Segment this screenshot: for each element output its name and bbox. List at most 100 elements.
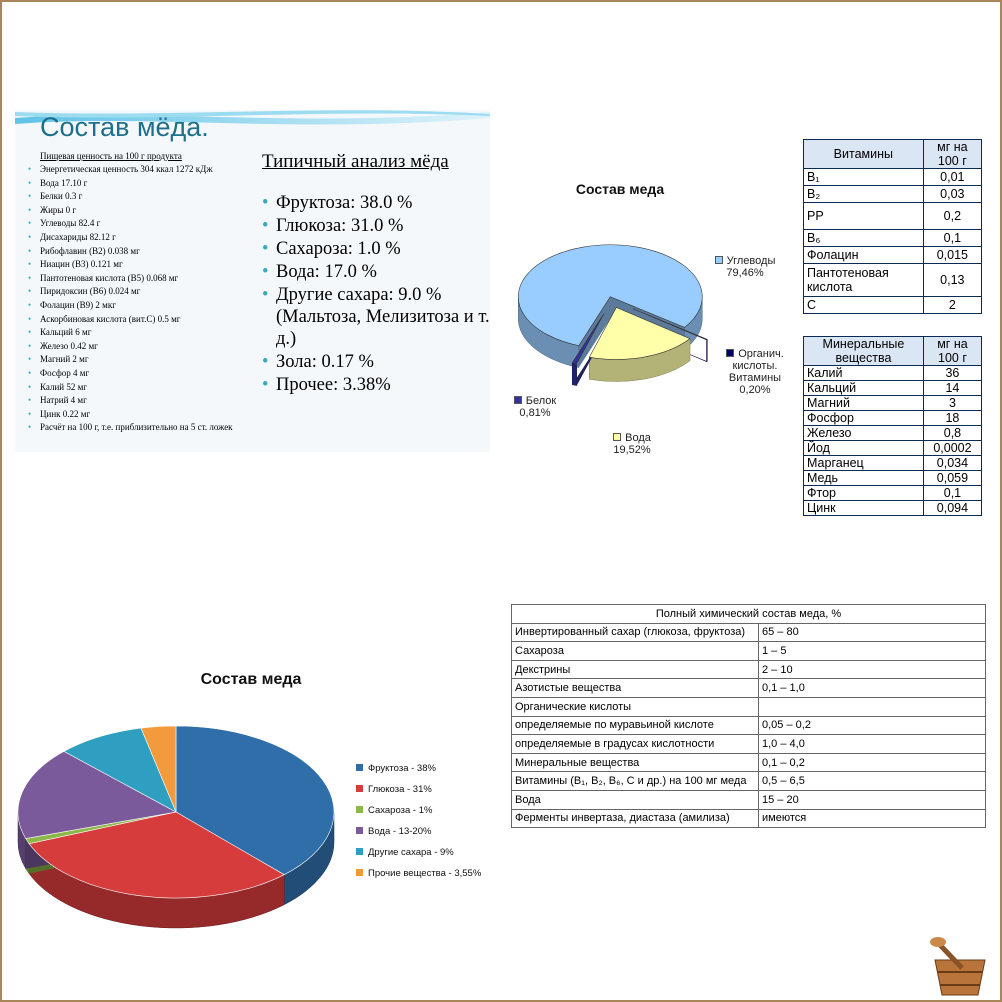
table-cell: 0,05 – 0,2 (758, 715, 986, 736)
table-row: Органические кислоты (511, 696, 986, 717)
table-cell: Кальций (803, 380, 924, 396)
table-cell: 15 – 20 (758, 789, 986, 810)
legend-label: Прочие вещества - 3,55% (368, 868, 482, 879)
table-cell: 18 (922, 410, 983, 426)
analysis-list: Фруктоза: 38.0 %Глюкоза: 31.0 %Сахароза:… (262, 192, 496, 397)
table-row: Пантотеновая кислота 0,13 (803, 263, 983, 297)
table-row: B₆ 0,1 (803, 229, 983, 247)
table-title-row: Полный химический состав меда, % (511, 604, 986, 624)
table-cell: 36 (922, 365, 983, 381)
table-header: мг на 100 г (922, 139, 983, 169)
table-row: Фосфор 18 (803, 410, 983, 426)
legend-label: Другие сахара - 9% (368, 847, 454, 858)
table-row: Цинк 0,094 (803, 500, 983, 516)
table-cell: Медь (803, 470, 924, 486)
table-cell: 0,094 (922, 500, 983, 516)
slide-wave (15, 112, 490, 125)
table-row: Витамины (B₁, B₂, B₆, C и др.) на 100 мг… (511, 771, 986, 791)
nutrition-item: Рибофлавин (B2) 0.038 мг (40, 245, 265, 259)
nutrition-item: Ниацин (B3) 0.121 мг (40, 258, 265, 272)
table-cell: Йод (803, 440, 924, 456)
pie-slice (175, 725, 335, 876)
pie-label: Белок 0,81% (505, 395, 565, 419)
table-cell: Инвертированный сахар (глюкоза, фруктоза… (511, 622, 759, 643)
nutrition-item: Жиры 0 г (40, 204, 265, 218)
analysis-item: Сахароза: 1.0 % (276, 238, 496, 260)
composition-table: Полный химический состав меда, % Инвертир… (511, 604, 986, 829)
legend-label: Сахароза - 1% (368, 805, 433, 816)
table-row: Фтор 0,1 (803, 485, 983, 501)
table-cell: Марганец (803, 455, 924, 471)
pie-label: Вода 19,52% (592, 432, 672, 456)
table-cell: Железо (803, 425, 924, 441)
table-cell: PP (803, 202, 924, 230)
table-row: Железо 0,8 (803, 425, 983, 441)
table-cell: Калий (803, 365, 924, 381)
analysis-item: Вода: 17.0 % (276, 261, 496, 283)
table-row: Марганец 0,034 (803, 455, 983, 471)
nutrition-item: Дисахариды 82.12 г (40, 231, 265, 245)
analysis-item: Фруктоза: 38.0 % (276, 192, 496, 214)
table-cell: определяемые по муравьиной кислоте (511, 715, 759, 736)
nutrition-item: Белки 0.3 г (40, 190, 265, 204)
table-row: Магний 3 (803, 395, 983, 411)
table-cell: Фолацин (803, 246, 924, 264)
pie-label-swatch (714, 256, 723, 264)
nutrition-item: Вода 17.10 г (40, 177, 265, 191)
table-cell: Вода (511, 789, 759, 810)
legend-swatch (356, 764, 363, 771)
table-row: B₁ 0,01 (803, 168, 983, 186)
legend-swatch (356, 827, 363, 834)
table-row: Вода 15 – 20 (511, 789, 986, 810)
nutrition-item: Натрий 4 мг (40, 394, 265, 408)
slide-title: Состав мёда. (40, 112, 209, 142)
table-row: Йод 0,0002 (803, 440, 983, 456)
table-row: определяемые по муравьиной кислоте 0,05 –… (511, 715, 986, 736)
pie-label-value: 0,20% (739, 384, 771, 396)
table-cell: B₁ (803, 168, 924, 186)
pie-label-value: 0,81% (519, 407, 551, 419)
analysis-item: Глюкоза: 31.0 % (276, 215, 496, 237)
table-cell: B₆ (803, 229, 924, 247)
table-cell: 0,5 – 6,5 (758, 771, 986, 791)
pie-slice (28, 811, 285, 899)
bucket-icon (930, 937, 986, 996)
table-cell: 0,13 (922, 263, 983, 297)
table-row: Минеральные вещества 0,1 – 0,2 (511, 752, 986, 773)
pie-slice (632, 308, 708, 341)
table-header-row: Минеральные вещества мг на 100 г (803, 336, 983, 366)
table-cell: 0,0002 (922, 440, 983, 456)
legend-swatch (356, 848, 363, 855)
table-cell: Пантотеновая кислота (803, 263, 924, 297)
nutrition-item: Железо 0.42 мг (40, 340, 265, 354)
table-row: PP 0,2 (803, 202, 983, 230)
pie-label-category: Углеводы (726, 255, 776, 267)
table-cell: Ферменты инвертаза, диастаза (амилиза) (511, 808, 759, 829)
nutrition-item: Цинк 0.22 мг (40, 408, 265, 422)
table-cell: 0,1 (922, 229, 983, 247)
table-cell: 0,015 (922, 246, 983, 264)
pie-label: Органич. кислоты. Витамины 0,20% (715, 348, 795, 396)
table-cell: Магний (803, 395, 924, 411)
pie-slice-rim (706, 338, 708, 363)
pie-label-swatch (513, 396, 522, 404)
pie-slice (63, 727, 177, 813)
table-cell: 0,01 (922, 168, 983, 186)
table-header: мг на 100 г (922, 336, 983, 366)
table-cell: Фтор (803, 485, 924, 501)
legend-swatch (356, 806, 363, 813)
table-cell: 0,1 – 1,0 (758, 678, 986, 698)
table-cell: Витамины (B₁, B₂, B₆, C и др.) на 100 мг… (511, 771, 759, 791)
analysis-item: Зола: 0.17 % (276, 351, 496, 373)
pie-label-value: 19,52% (613, 444, 651, 456)
table-cell: 1,0 – 4,0 (758, 734, 986, 754)
nutrition-item: Углеводы 82.4 г (40, 217, 265, 231)
table-header: Минеральные вещества (803, 336, 924, 366)
pie-label-value: 79,46% (726, 267, 764, 279)
nutrition-item: Фосфор 4 мг (40, 367, 265, 381)
pie-label-category: Органич. кислоты. Витамины (728, 348, 784, 384)
pie-label-category: Белок (525, 395, 557, 407)
table-row: Кальций 14 (803, 380, 983, 396)
table-header-row: Витамины мг на 100 г (803, 139, 983, 169)
pie-slice (588, 307, 691, 360)
